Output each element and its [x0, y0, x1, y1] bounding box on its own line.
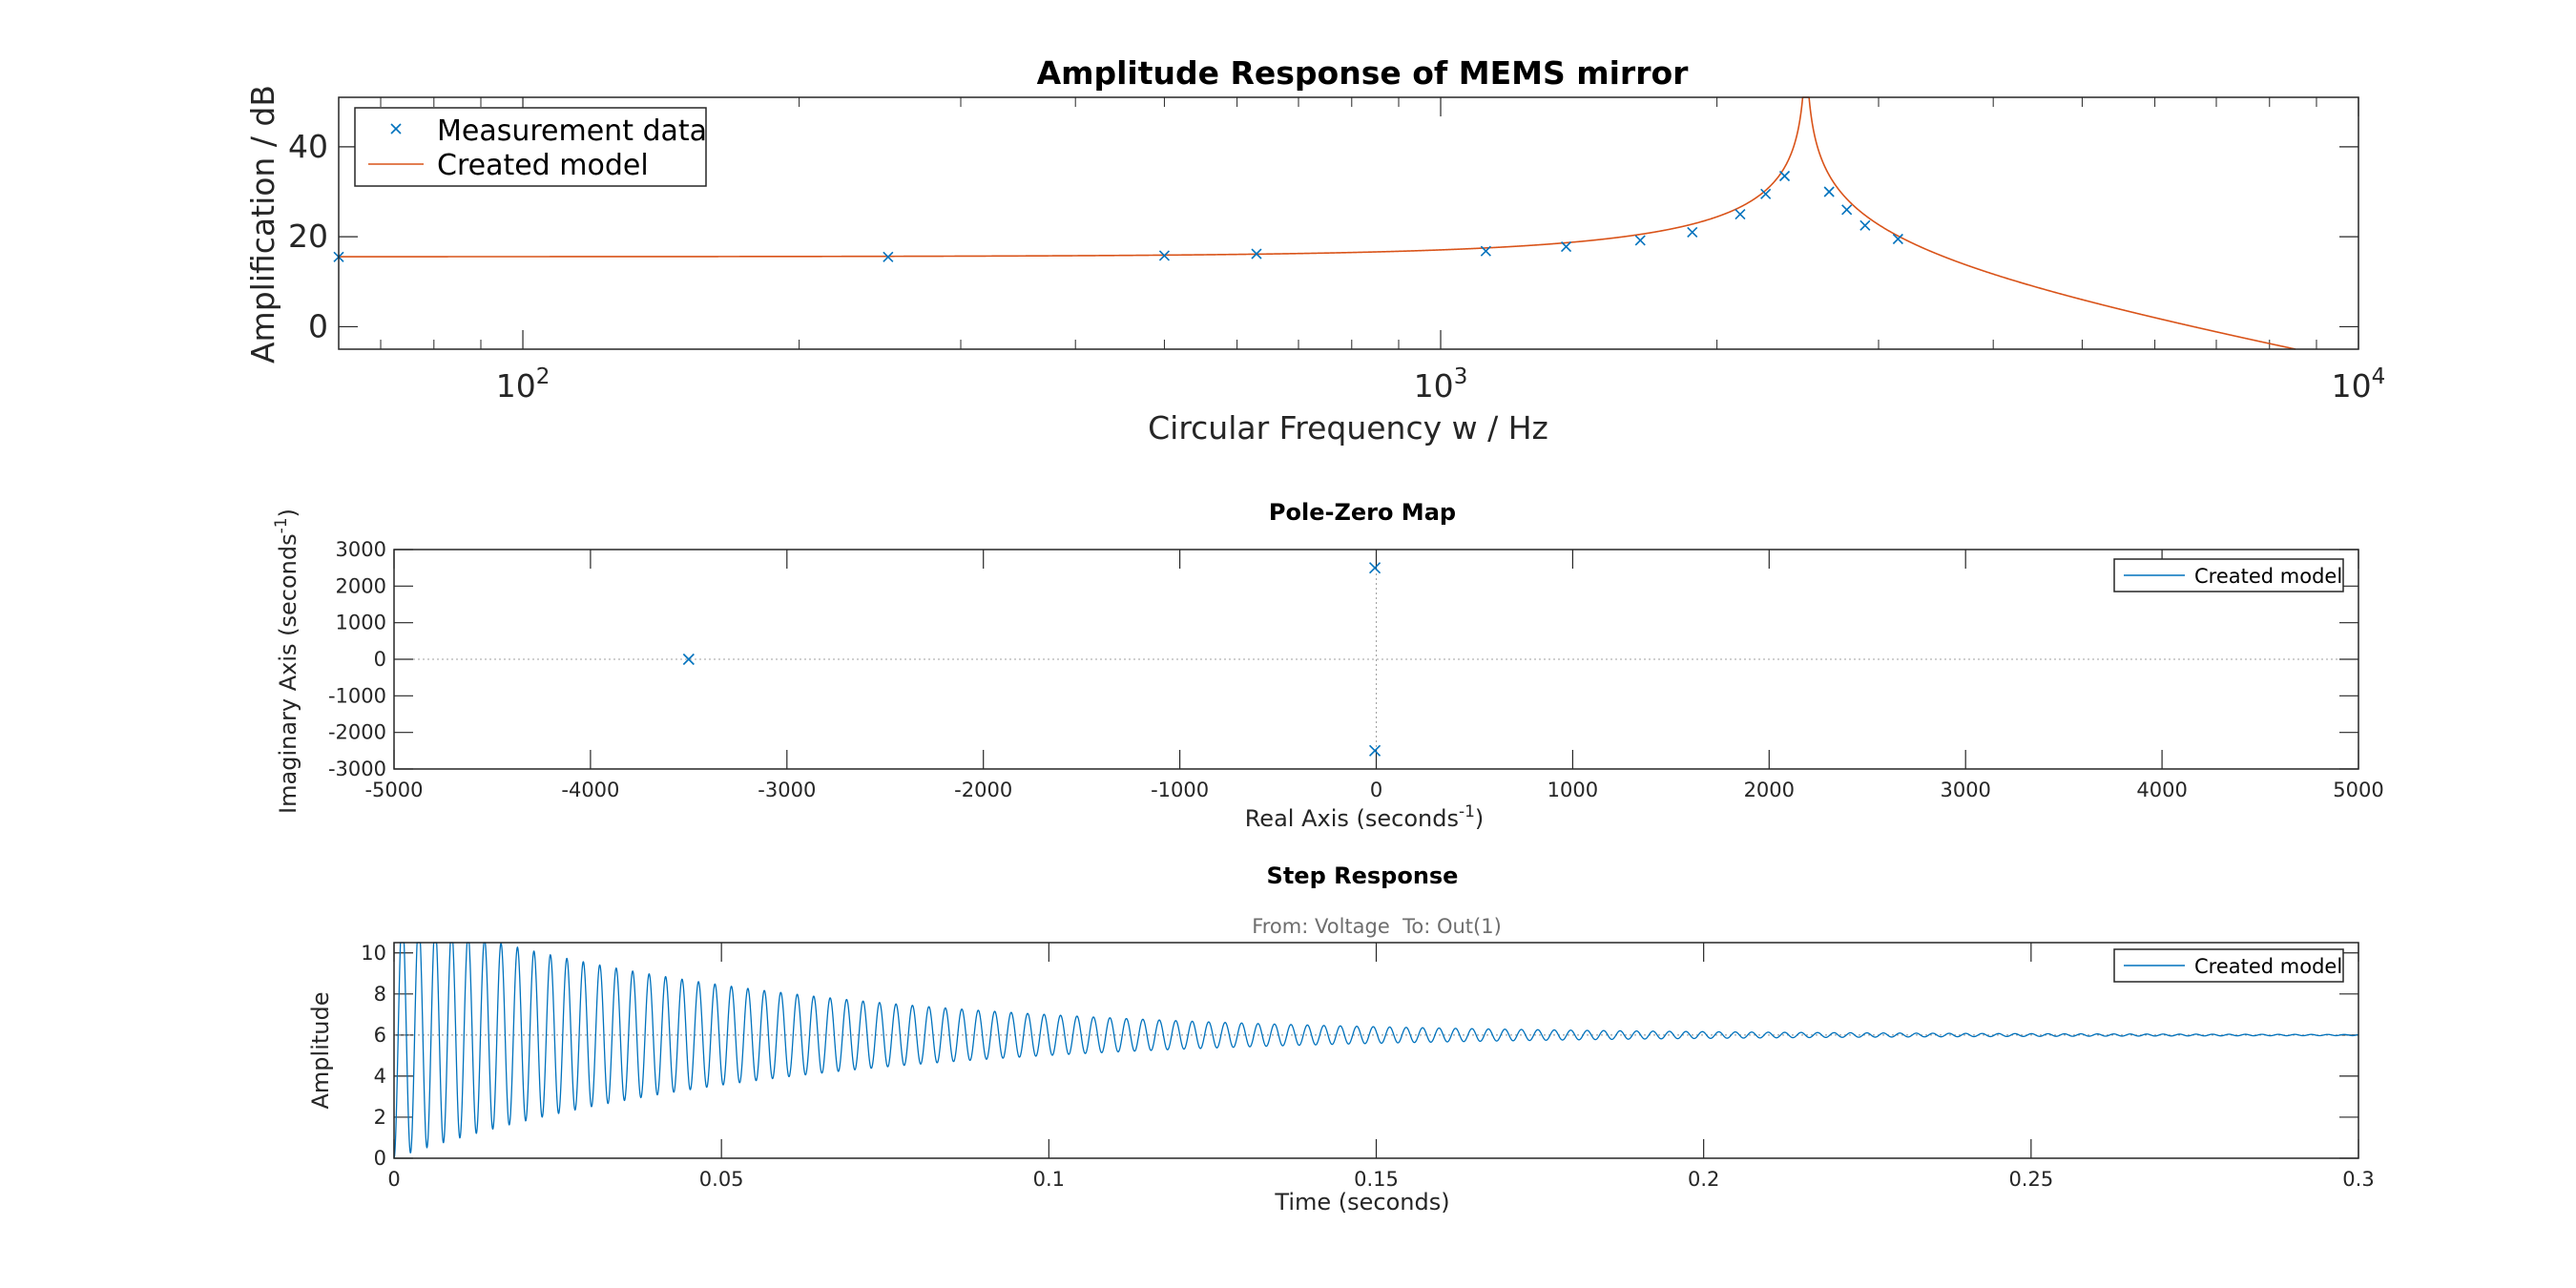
y-tick-label: -1000 [328, 684, 386, 707]
data-point-measurement [1687, 226, 1698, 238]
legend-label-measurement: Measurement data [437, 114, 707, 148]
series-line-created-model [339, 96, 2296, 350]
x-tick-label: 0 [387, 1168, 400, 1191]
x-axis-label: Real Axis (seconds-1) [1245, 802, 1485, 832]
y-tick-label: 1000 [336, 612, 386, 634]
y-tick-label: 40 [288, 128, 328, 165]
y-tick-label: 0 [374, 648, 386, 671]
data-point-measurement [1251, 248, 1262, 260]
x-axis-label: Time (seconds) [1274, 1189, 1449, 1215]
x-tick-label: 104 [2332, 364, 2386, 405]
pole-zero-chart: Pole-Zero Map -5000 -4000 -3000 -2000 -1000 0… [272, 499, 2384, 832]
amplitude-response-chart: Amplitude Response of MEMS mirror 102 103… [244, 54, 2385, 447]
y-tick-label: 0 [308, 307, 328, 344]
x-tick-label: 2000 [1744, 779, 1795, 801]
data-point-measurement [1634, 235, 1646, 246]
y-tick-label: 4 [374, 1065, 386, 1088]
legend-label-model: Created model [437, 149, 649, 182]
x-tick-label: 0 [1370, 779, 1382, 801]
x-axis-label: Circular Frequency w / Hz [1148, 409, 1548, 447]
legend-marker-measurement [390, 123, 402, 135]
y-axis-label: Amplitude [307, 992, 334, 1110]
chart-title: Step Response [1267, 862, 1459, 889]
y-tick-label: -3000 [328, 758, 386, 780]
legend-label: Created model [2194, 565, 2342, 588]
chart-title: Pole-Zero Map [1269, 499, 1456, 526]
y-axis-label-text: Imaginary Axis (seconds [275, 533, 301, 814]
y-tick-label: -2000 [328, 721, 386, 744]
data-point-measurement [1823, 186, 1835, 197]
data-point-measurement [1892, 233, 1903, 245]
data-point-measurement [1859, 219, 1871, 231]
pole-marker [1368, 562, 1381, 574]
x-tick-label: 0.25 [2008, 1168, 2053, 1191]
x-tick-label: 0.15 [1354, 1168, 1399, 1191]
y-axis-label: Imaginary Axis (seconds-1) [272, 509, 301, 814]
pole-marker [1368, 744, 1381, 757]
x-tick-label: -3000 [758, 779, 816, 801]
y-tick-label: 2000 [336, 574, 386, 597]
data-point-measurement [1841, 204, 1853, 216]
axes-box [338, 96, 2359, 350]
x-tick-label-exp: 3 [1454, 364, 1468, 389]
y-tick-label: 2 [374, 1106, 386, 1129]
data-point-measurement [1560, 240, 1572, 253]
legend: Created model [2113, 558, 2344, 592]
series-line-created-model [393, 942, 2359, 1159]
y-tick-label: 8 [374, 983, 386, 1006]
x-tick-label: 0.05 [699, 1168, 744, 1191]
x-tick-label: -1000 [1151, 779, 1209, 801]
legend: Measurement data Created model [354, 107, 707, 187]
y-tick-label: 3000 [336, 538, 386, 561]
x-axis-label-tail: ) [1475, 805, 1484, 832]
x-tick-label: -2000 [954, 779, 1012, 801]
data-point-measurement [1735, 209, 1746, 220]
data-point-measurement [1778, 170, 1791, 182]
y-tick-label: 20 [288, 218, 328, 255]
chart-subtitle: From: Voltage To: Out(1) [1252, 915, 1502, 938]
data-point-measurement [1480, 245, 1491, 257]
chart-title: Amplitude Response of MEMS mirror [1037, 54, 1690, 92]
axes-box [393, 942, 2359, 1159]
data-point-measurement [1760, 188, 1772, 199]
x-axis-label-text: Real Axis (seconds [1245, 805, 1459, 832]
x-tick-label: 0.2 [1688, 1168, 1719, 1191]
x-tick-label: -5000 [364, 779, 423, 801]
legend-label: Created model [2194, 955, 2342, 978]
y-axis-label: Amplification / dB [244, 85, 281, 364]
x-tick-label: 0.3 [2342, 1168, 2374, 1191]
x-axis-label-sup: -1 [1459, 802, 1475, 821]
step-response-chart: Step Response From: Voltage To: Out(1) 0… [307, 862, 2375, 1215]
y-tick-label: 6 [374, 1024, 386, 1047]
x-tick-label-base: 10 [496, 367, 536, 405]
x-tick-label-exp: 4 [2372, 364, 2386, 389]
x-tick-label-base: 10 [1414, 367, 1454, 405]
axes-box [393, 549, 2359, 770]
x-tick-label: 103 [1414, 364, 1468, 405]
x-tick-label: 3000 [1940, 779, 1990, 801]
pole-marker [682, 653, 695, 666]
legend: Created model [2113, 948, 2344, 983]
y-axis-label-tail: ) [275, 509, 301, 517]
data-point-measurement [883, 251, 894, 262]
y-tick-label: 0 [374, 1147, 386, 1170]
y-axis-label-sup: -1 [272, 517, 291, 533]
data-point-measurement [1158, 250, 1170, 261]
x-tick-label: 5000 [2333, 779, 2383, 801]
x-tick-label: 1000 [1548, 779, 1598, 801]
x-tick-label-base: 10 [2332, 367, 2372, 405]
x-tick-label: 102 [496, 364, 551, 405]
y-tick-label: 10 [361, 942, 386, 965]
x-tick-label-exp: 2 [536, 364, 551, 389]
x-tick-label: 0.1 [1033, 1168, 1065, 1191]
x-tick-label: -4000 [561, 779, 619, 801]
plot-area: 0 0.05 0.1 0.15 0.2 0.25 0.3 0 2 4 6 8 10 [361, 942, 2374, 1191]
x-tick-label: 4000 [2136, 779, 2187, 801]
legend-box [354, 107, 707, 187]
plot-area: -5000 -4000 -3000 -2000 -1000 0 1000 2000 3000 40… [328, 538, 2384, 801]
